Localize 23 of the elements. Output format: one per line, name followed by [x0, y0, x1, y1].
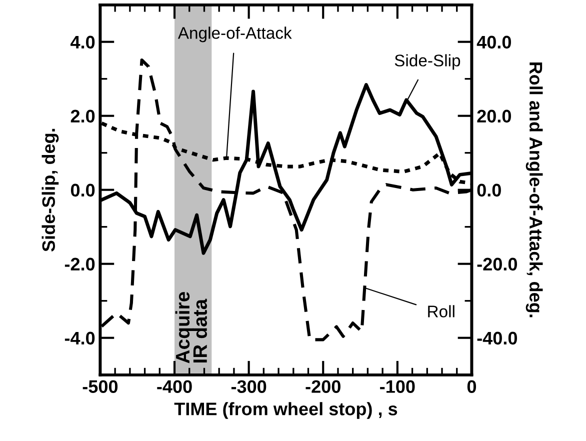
x-tick-label: -300 — [231, 380, 266, 393]
y2-tick-label: 40.0 — [476, 36, 511, 49]
x-tick-label: -400 — [157, 380, 192, 393]
x-tick-label: -500 — [82, 380, 118, 393]
y-tick-label: 0.0 — [70, 184, 95, 197]
band-label: Acquire IR data — [175, 292, 208, 364]
y-tick-label: -2.0 — [64, 258, 95, 271]
y2-tick-label: -40.0 — [477, 332, 518, 345]
y-tick-label: 4.0 — [70, 36, 95, 49]
x-axis-title: TIME (from wheel stop) , s — [174, 402, 398, 419]
y2-axis-title: Roll and Angle-of-Attack, deg. — [526, 62, 543, 318]
annotation: Side-Slip — [394, 54, 460, 70]
annotation: Roll — [428, 305, 454, 318]
y2-tick-label: 0.0 — [477, 184, 501, 197]
y-tick-label: -4.0 — [64, 332, 95, 345]
x-tick-label: -200 — [306, 380, 340, 393]
y-tick-label: 2.0 — [70, 110, 95, 123]
y2-tick-label: 20.0 — [477, 110, 511, 123]
annotation: Angle-of-Attack — [178, 26, 292, 42]
x-tick-label: -100 — [380, 380, 415, 393]
y-axis-title: Side-Slip, deg. — [42, 128, 59, 252]
x-tick-label: 0 — [467, 380, 476, 393]
y2-tick-label: -20.0 — [477, 258, 518, 271]
